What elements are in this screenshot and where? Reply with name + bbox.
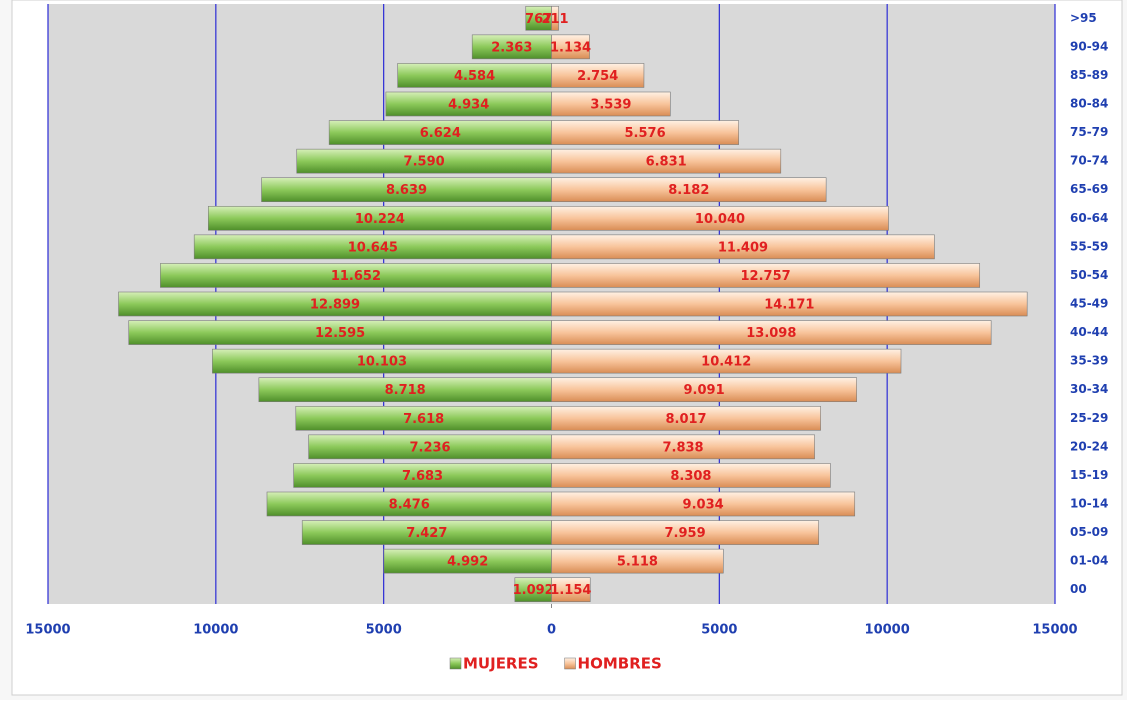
value-label: 1.134 (550, 40, 591, 55)
value-label: 1.154 (550, 583, 591, 598)
x-tick-label: 15000 (25, 623, 70, 638)
value-label: 12.899 (310, 298, 360, 313)
value-label: 7.683 (402, 469, 443, 484)
category-label: 20-24 (1070, 439, 1108, 453)
category-label: 35-39 (1070, 354, 1108, 368)
value-label: 7.427 (406, 526, 447, 541)
value-label: 8.718 (385, 383, 426, 398)
value-label: 13.098 (746, 326, 796, 341)
value-label: 10.645 (348, 240, 398, 255)
x-tick-label: 15000 (1032, 623, 1077, 638)
value-label: 9.091 (684, 383, 725, 398)
value-label: 7.590 (404, 155, 445, 170)
category-label: 30-34 (1070, 382, 1108, 396)
value-label: 10.040 (695, 212, 745, 227)
value-label: 6.831 (646, 155, 687, 170)
value-label: 7.838 (662, 440, 703, 455)
value-label: 1.092 (513, 583, 554, 598)
legend-swatch (450, 658, 461, 669)
category-label: 85-89 (1070, 68, 1108, 82)
x-tick-label: 10000 (193, 623, 238, 638)
value-label: 8.639 (386, 183, 427, 198)
value-label: 10.412 (701, 355, 751, 370)
value-label: 10.224 (355, 212, 405, 227)
value-label: 10.103 (357, 355, 407, 370)
category-label: 75-79 (1070, 125, 1108, 139)
category-label: 15-19 (1070, 468, 1108, 482)
value-label: 11.652 (331, 269, 381, 284)
category-label: 05-09 (1070, 525, 1108, 539)
x-tick-label: 0 (547, 623, 556, 638)
category-label: 65-69 (1070, 182, 1108, 196)
legend-label: HOMBRES (578, 655, 662, 673)
value-label: 8.308 (670, 469, 711, 484)
value-label: 11.409 (718, 240, 768, 255)
category-label: 55-59 (1070, 239, 1108, 253)
value-label: 7.618 (403, 412, 444, 427)
category-label: 00 (1070, 582, 1087, 596)
legend-swatch (565, 658, 576, 669)
value-label: 12.757 (741, 269, 791, 284)
value-label: 8.476 (389, 498, 430, 513)
value-label: 8.182 (668, 183, 709, 198)
x-tick-label: 10000 (865, 623, 910, 638)
value-label: 5.118 (617, 555, 658, 570)
value-label: 2.754 (577, 69, 618, 84)
x-tick-label: 5000 (366, 623, 402, 638)
category-label: 60-64 (1070, 211, 1108, 225)
x-tick-label: 5000 (701, 623, 737, 638)
value-label: 4.934 (448, 98, 489, 113)
value-label: 8.017 (665, 412, 706, 427)
value-label: 211 (541, 12, 568, 27)
category-label: 45-49 (1070, 297, 1108, 311)
category-label: >95 (1070, 11, 1097, 25)
category-label: 90-94 (1070, 39, 1108, 53)
category-label: 50-54 (1070, 268, 1108, 282)
value-label: 3.539 (590, 98, 631, 113)
value-label: 4.584 (454, 69, 495, 84)
legend-label: MUJERES (463, 655, 539, 673)
category-label: 01-04 (1070, 554, 1108, 568)
category-label: 70-74 (1070, 154, 1108, 168)
value-label: 7.959 (665, 526, 706, 541)
value-label: 7.236 (409, 440, 450, 455)
value-label: 5.576 (625, 126, 666, 141)
value-label: 9.034 (683, 498, 724, 513)
chart: 15000100005000050001000015000>9576721190… (0, 0, 1127, 700)
category-label: 25-29 (1070, 411, 1108, 425)
category-label: 80-84 (1070, 97, 1108, 111)
value-label: 2.363 (491, 40, 532, 55)
category-label: 10-14 (1070, 497, 1108, 511)
value-label: 14.171 (764, 298, 814, 313)
value-label: 4.992 (447, 555, 488, 570)
category-label: 40-44 (1070, 325, 1108, 339)
value-label: 12.595 (315, 326, 365, 341)
value-label: 6.624 (420, 126, 461, 141)
